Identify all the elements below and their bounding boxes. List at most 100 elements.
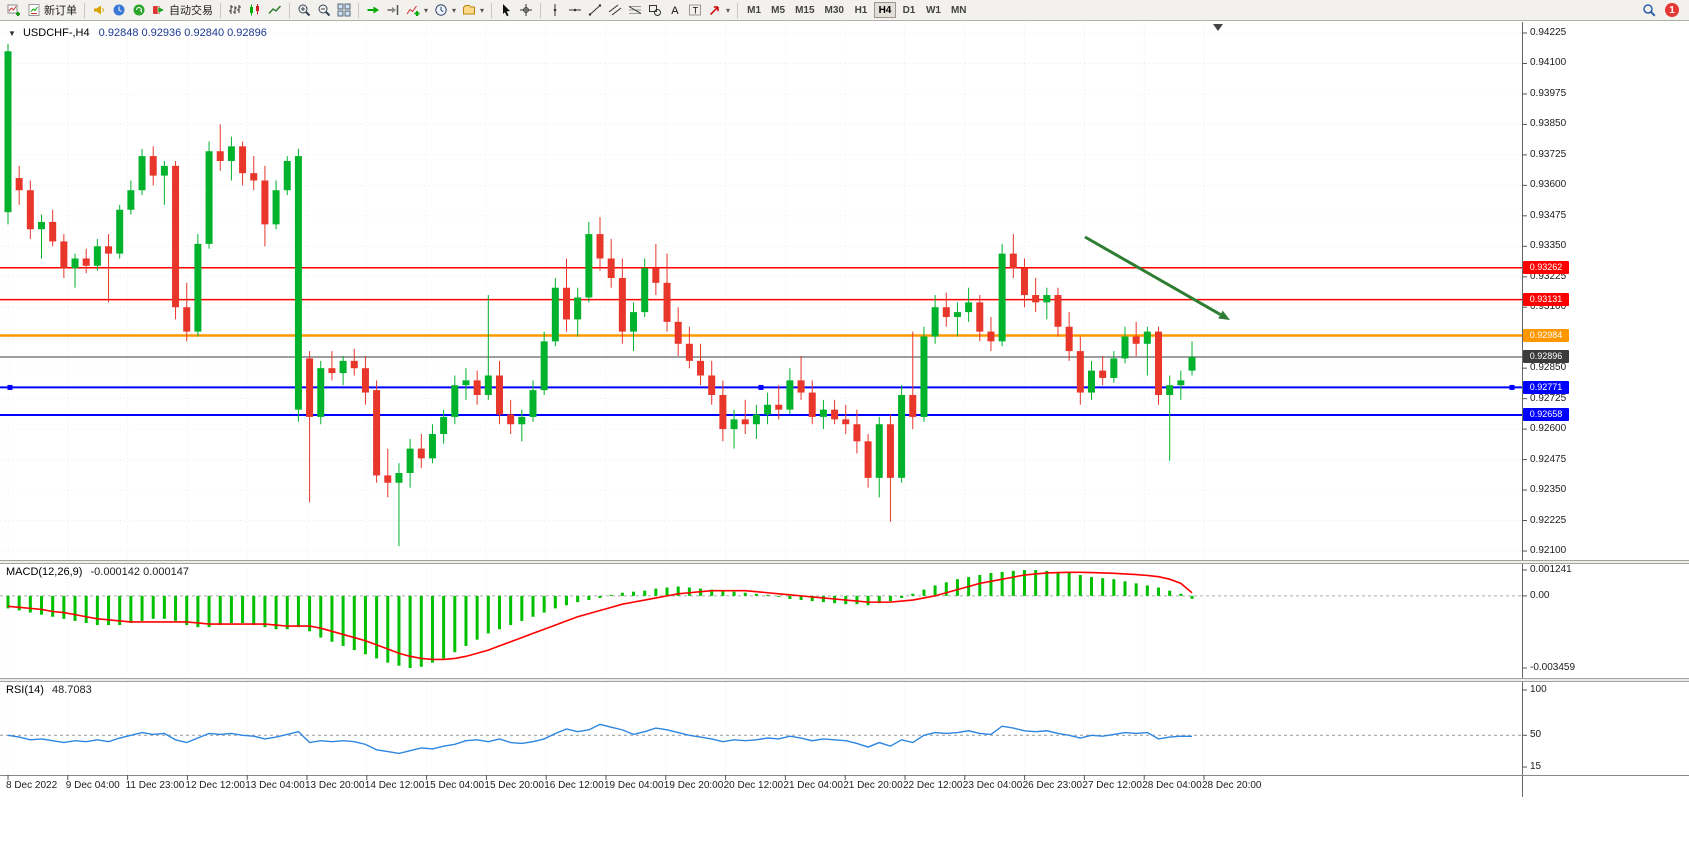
timeframe-d1-button[interactable]: D1 bbox=[902, 4, 916, 16]
candle bbox=[373, 390, 381, 476]
fibonacci-button[interactable] bbox=[625, 1, 645, 19]
chart-shift-button[interactable] bbox=[383, 1, 403, 19]
candle bbox=[60, 241, 68, 269]
candle bbox=[630, 312, 638, 332]
svg-text:A: A bbox=[671, 5, 679, 17]
vline-icon bbox=[553, 4, 557, 16]
linechart-icon bbox=[268, 5, 282, 14]
candle bbox=[1076, 351, 1084, 393]
tile-windows-button[interactable] bbox=[334, 1, 354, 19]
arrows-button[interactable]: ▾ bbox=[705, 1, 733, 19]
dropdown-caret-icon: ▾ bbox=[480, 5, 485, 15]
bar-chart-button[interactable] bbox=[225, 1, 245, 19]
zoom-out-icon bbox=[318, 4, 331, 17]
candle bbox=[563, 287, 570, 320]
refresh-icon bbox=[133, 4, 145, 16]
templates-button[interactable]: ▾ bbox=[459, 1, 487, 19]
candle bbox=[4, 51, 12, 213]
candle bbox=[395, 472, 403, 483]
timeframe-m15-button[interactable]: M15 bbox=[795, 4, 815, 16]
crosshair-button[interactable] bbox=[516, 1, 536, 19]
candle bbox=[842, 419, 850, 425]
candle bbox=[663, 282, 671, 322]
candle bbox=[1166, 385, 1174, 395]
notifications-badge[interactable]: 1 bbox=[1665, 3, 1679, 17]
candle bbox=[797, 380, 805, 393]
timeframe-m1-button[interactable]: M1 bbox=[747, 4, 762, 16]
candle bbox=[886, 424, 894, 478]
zoom-in-button[interactable] bbox=[294, 1, 314, 19]
autotrading-button[interactable]: 自动交易 bbox=[149, 1, 216, 19]
indicators-button[interactable]: ▾ bbox=[403, 1, 431, 19]
candle bbox=[708, 375, 716, 395]
candle bbox=[227, 146, 235, 161]
new-chart-button[interactable] bbox=[4, 1, 24, 19]
vertical-line-button[interactable] bbox=[545, 1, 565, 19]
timeframe-w1-button[interactable]: W1 bbox=[925, 4, 941, 16]
timeframe-mn-button[interactable]: MN bbox=[950, 4, 967, 16]
candle bbox=[574, 297, 582, 320]
cursor-button[interactable] bbox=[496, 1, 516, 19]
autoscroll-icon bbox=[367, 6, 379, 14]
timeframe-m5-button[interactable]: M5 bbox=[771, 4, 786, 16]
candle bbox=[250, 173, 258, 181]
market-watch-icon bbox=[113, 4, 125, 16]
macd-histogram bbox=[6, 570, 1194, 669]
chart-shift-marker[interactable] bbox=[1213, 24, 1223, 31]
zoom-in-icon bbox=[298, 4, 311, 17]
zoom-out-button[interactable] bbox=[314, 1, 334, 19]
candle bbox=[953, 312, 961, 317]
candle bbox=[764, 404, 772, 415]
text-label-button[interactable]: T bbox=[685, 1, 705, 19]
horizontal-line-object[interactable] bbox=[0, 384, 1522, 390]
candle bbox=[216, 151, 224, 161]
new-order-button[interactable]: 新订单 bbox=[24, 1, 80, 19]
svg-text:T: T bbox=[693, 6, 699, 16]
trendline-button[interactable] bbox=[585, 1, 605, 19]
line-chart-button[interactable] bbox=[265, 1, 285, 19]
periods-button[interactable]: ▾ bbox=[431, 1, 459, 19]
candle bbox=[819, 409, 827, 417]
candle bbox=[652, 268, 660, 283]
candlestick-chart-button[interactable] bbox=[245, 1, 265, 19]
channel-button[interactable] bbox=[605, 1, 625, 19]
candle bbox=[82, 258, 90, 266]
timeframe-m30-button[interactable]: M30 bbox=[824, 4, 844, 16]
candle bbox=[965, 302, 973, 313]
candle bbox=[786, 380, 794, 410]
candle bbox=[361, 368, 369, 393]
channel-icon bbox=[608, 4, 622, 16]
timeframe-h4-button[interactable]: H4 bbox=[873, 2, 896, 18]
candle bbox=[920, 336, 928, 417]
candle bbox=[518, 416, 526, 425]
shapes-button[interactable] bbox=[645, 1, 665, 19]
refresh-button[interactable] bbox=[129, 1, 149, 19]
candle bbox=[1188, 356, 1196, 371]
candle bbox=[138, 156, 146, 191]
market-watch-button[interactable] bbox=[109, 1, 129, 19]
candle bbox=[1043, 295, 1051, 303]
horizontal-line-button[interactable] bbox=[565, 1, 585, 19]
indicator-add-icon bbox=[406, 5, 420, 16]
alerts-button[interactable] bbox=[89, 1, 109, 19]
search-button[interactable] bbox=[1639, 1, 1659, 19]
dropdown-caret-icon: ▾ bbox=[726, 5, 731, 15]
timeframe-h1-button[interactable]: H1 bbox=[854, 4, 868, 16]
toolbar-separator bbox=[358, 2, 359, 18]
candle bbox=[194, 243, 202, 332]
candle bbox=[1155, 331, 1163, 395]
candle bbox=[49, 221, 57, 242]
trend-arrow-object[interactable] bbox=[1084, 235, 1230, 320]
auto-scroll-button[interactable] bbox=[363, 1, 383, 19]
candle bbox=[697, 360, 705, 376]
candle bbox=[540, 341, 548, 391]
candle bbox=[116, 209, 124, 254]
text-button[interactable]: A bbox=[665, 1, 685, 19]
fibo-icon bbox=[628, 6, 642, 14]
axes bbox=[0, 22, 1689, 797]
candle bbox=[105, 246, 113, 254]
candle bbox=[160, 165, 168, 176]
candle bbox=[1032, 295, 1040, 303]
